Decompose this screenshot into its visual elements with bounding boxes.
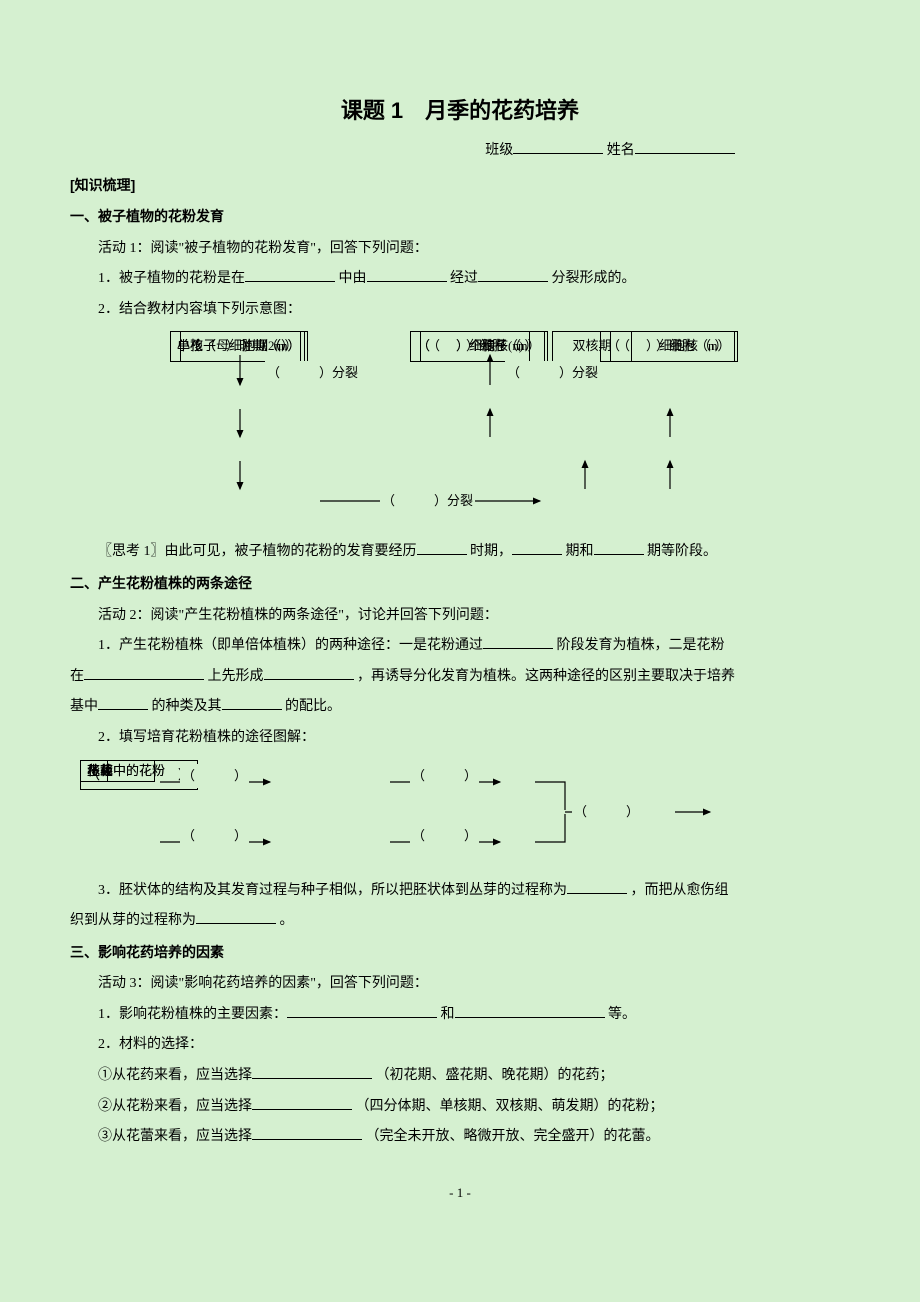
t: 在: [70, 669, 84, 684]
blank: [196, 909, 276, 924]
blank: [98, 695, 148, 710]
blank: [417, 540, 467, 555]
blank: [252, 1064, 372, 1079]
t: 上先形成: [208, 669, 264, 684]
d1-b7: （ ）细胞核（n）: [410, 331, 548, 362]
t: 1．被子植物的花粉是在: [98, 271, 245, 286]
d1-l3: （ ）分裂: [380, 489, 475, 514]
d1-l2: （ ）分裂: [505, 361, 600, 386]
blank: [567, 878, 627, 893]
t: 等。: [608, 1007, 636, 1022]
sec1-think: 〖思考 1〗由此可见，被子植物的花粉的发育要经历 时期， 期和 期等阶段。: [70, 539, 850, 566]
page-title: 课题 1 月季的花药培养: [70, 90, 850, 132]
blank: [252, 1125, 362, 1140]
d2-l5: （ ）: [572, 800, 641, 825]
heading-knowledge: [知识梳理]: [70, 172, 850, 199]
d2-l4: （ ）: [410, 824, 479, 849]
blank: [264, 664, 354, 679]
sec2-q1-l2: 在 上先形成 ，再诱导分化发育为植株。这两种途径的区别主要取决于培养: [70, 664, 850, 691]
blank: [245, 267, 335, 282]
sec1-heading: 一、被子植物的花粉发育: [70, 205, 850, 232]
sec2-heading: 二、产生花粉植株的两条途径: [70, 572, 850, 599]
t: 1．产生花粉植株（即单倍体植株）的两种途径：一是花粉通过: [98, 638, 483, 653]
blank: [287, 1003, 437, 1018]
blank: [512, 540, 562, 555]
sec1-q1: 1．被子植物的花粉是在 中由 经过 分裂形成的。: [70, 266, 850, 293]
sec1-q2: 2．结合教材内容填下列示意图：: [70, 297, 850, 324]
t: 织到从芽的过程称为: [70, 913, 196, 928]
t: 和: [441, 1007, 455, 1022]
blank: [594, 540, 644, 555]
t: 中由: [339, 271, 367, 286]
class-label: 班级: [485, 143, 513, 158]
blank: [483, 634, 553, 649]
t: 3．胚状体的结构及其发育过程与种子相似，所以把胚状体到丛芽的过程称为: [98, 883, 567, 898]
d2-trans: 移栽: [80, 760, 108, 783]
d1-b10: 双核期: [552, 331, 632, 362]
sec3-activity: 活动 3：阅读"影响花药培养的因素"，回答下列问题：: [70, 971, 850, 998]
t: ，而把从愈伤组: [631, 883, 729, 898]
sec1-activity: 活动 1：阅读"被子植物的花粉发育"，回答下列问题：: [70, 236, 850, 263]
name-blank: [635, 138, 735, 153]
sec2-activity: 活动 2：阅读"产生花粉植株的两条途径"，讨论并回答下列问题：: [70, 603, 850, 630]
t: ，再诱导分化发育为植株。这两种途径的区别主要取决于培养: [357, 669, 735, 684]
t: 时期，: [470, 544, 512, 559]
blank: [222, 695, 282, 710]
t: 经过: [450, 271, 478, 286]
t: （四分体期、单核期、双核期、萌发期）的花粉；: [356, 1099, 664, 1114]
sec2-q1-l3: 基中 的种类及其 的配比。: [70, 694, 850, 721]
d2-l3: （ ）: [180, 824, 249, 849]
t: 1．影响花粉植株的主要因素：: [98, 1007, 287, 1022]
sec3-q2-1: ①从花药来看，应当选择 （初花期、盛花期、晚花期）的花药；: [70, 1063, 850, 1090]
name-label: 姓名: [607, 143, 635, 158]
blank: [367, 267, 447, 282]
t: 期等阶段。: [647, 544, 717, 559]
t: 基中: [70, 699, 98, 714]
blank: [478, 267, 548, 282]
sec2-q1-l1: 1．产生花粉植株（即单倍体植株）的两种途径：一是花粉通过 阶段发育为植株，二是花…: [70, 633, 850, 660]
blank: [84, 664, 204, 679]
t: 期和: [566, 544, 594, 559]
t: 。: [280, 913, 294, 928]
sec3-q2: 2．材料的选择：: [70, 1032, 850, 1059]
sec3-q1: 1．影响花粉植株的主要因素： 和 等。: [70, 1002, 850, 1029]
d2-l2: （ ）: [410, 764, 479, 789]
t: （完全未开放、略微开放、完全盛开）的花蕾。: [366, 1129, 660, 1144]
d1-b4: 单核（ ）期（n）: [170, 331, 308, 362]
t: ③从花蕾来看，应当选择: [98, 1129, 252, 1144]
class-blank: [513, 138, 603, 153]
blank: [455, 1003, 605, 1018]
sec3-heading: 三、影响花药培养的因素: [70, 941, 850, 968]
diagram-2: 花药中的花粉 花药中的花粉 （ ） （ ） 丛芽 丛芽 生根 移栽 （ ） （ …: [80, 760, 850, 870]
sec3-q2-3: ③从花蕾来看，应当选择 （完全未开放、略微开放、完全盛开）的花蕾。: [70, 1124, 850, 1151]
t: （初花期、盛花期、晚花期）的花药；: [376, 1068, 614, 1083]
t: 分裂形成的。: [552, 271, 636, 286]
t: ②从花粉来看，应当选择: [98, 1099, 252, 1114]
t: 〖思考 1〗由此可见，被子植物的花粉的发育要经历: [98, 544, 417, 559]
t: 阶段发育为植株，二是花粉: [557, 638, 725, 653]
sec2-q2: 2．填写培育花粉植株的途径图解：: [70, 725, 850, 752]
page-number: - 1 -: [70, 1181, 850, 1206]
diagram-1: 小孢子母细胞（2n） （ ）时期（n） 单核（ ）期（n） 单核（ ）期（n） …: [110, 331, 850, 531]
d1-l1: （ ）分裂: [265, 361, 360, 386]
t: 的种类及其: [152, 699, 222, 714]
t: ①从花药来看，应当选择: [98, 1068, 252, 1083]
t: 的配比。: [285, 699, 341, 714]
blank: [252, 1094, 352, 1109]
sec2-q3-l2: 织到从芽的过程称为 。: [70, 908, 850, 935]
meta-line: 班级 姓名: [70, 138, 850, 165]
sec2-q3-l1: 3．胚状体的结构及其发育过程与种子相似，所以把胚状体到丛芽的过程称为 ，而把从愈…: [70, 878, 850, 905]
sec3-q2-2: ②从花粉来看，应当选择 （四分体期、单核期、双核期、萌发期）的花粉；: [70, 1094, 850, 1121]
d2-l1: （ ）: [180, 764, 249, 789]
